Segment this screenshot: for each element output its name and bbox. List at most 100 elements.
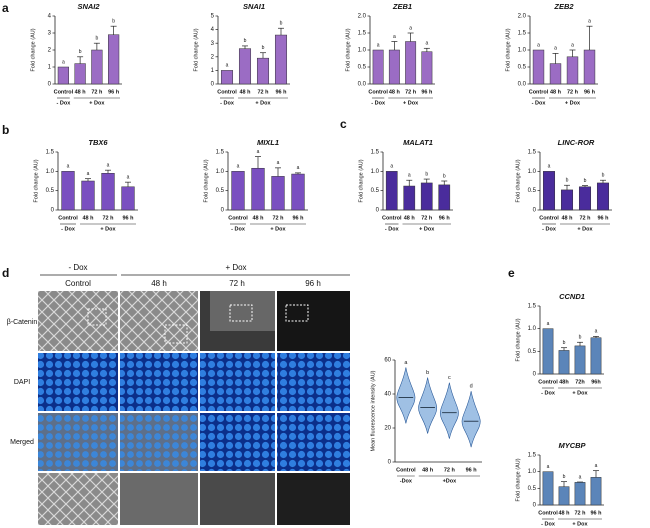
significance-letter: a <box>107 163 110 169</box>
bar <box>274 34 288 85</box>
y-tick-label: 20 <box>384 426 391 432</box>
x-tick-label: Control <box>538 510 558 516</box>
y-tick-label: 0.0 <box>358 82 367 88</box>
x-tick-label: Control <box>539 215 559 221</box>
inset-box <box>229 304 253 322</box>
y-tick-label: 0 <box>48 82 52 88</box>
x-tick-label: 96h <box>591 379 601 385</box>
y-tick-label: 1.5 <box>358 31 367 37</box>
y-tick-label: 1.5 <box>216 150 225 156</box>
bar <box>421 51 433 85</box>
bar <box>542 471 554 506</box>
x-tick-label: 96 h <box>466 467 478 473</box>
group-label: - Dox <box>542 226 557 232</box>
y-axis-label: Mean fluorescence intensity (AU) <box>370 370 376 451</box>
y-tick-label: 2 <box>48 48 52 54</box>
x-tick-label: 96 h <box>584 89 596 95</box>
y-axis-label: Fold change (AU) <box>345 28 351 71</box>
error-bar <box>242 45 248 49</box>
bar <box>108 34 120 85</box>
x-tick-label: 48h <box>559 379 569 385</box>
chart-title: LINC-ROR <box>558 138 595 147</box>
bar <box>256 57 270 85</box>
chart-title: MYCBP <box>558 441 586 450</box>
bar <box>251 167 265 211</box>
significance-letter: b <box>95 36 98 42</box>
inset-box <box>164 324 188 344</box>
y-tick-label: 1 <box>48 65 52 71</box>
significance-letter: a <box>547 464 550 470</box>
significance-letter: a <box>237 164 240 170</box>
x-tick-label: Control <box>368 89 388 95</box>
significance-letter: a <box>87 171 90 177</box>
y-tick-label: 40 <box>384 392 391 398</box>
inset-box <box>87 308 107 326</box>
image <box>277 291 350 351</box>
y-tick-label: 0 <box>533 208 537 214</box>
y-tick-label: 0 <box>211 82 215 88</box>
significance-letter: b <box>112 19 115 25</box>
significance-letter: b <box>262 45 265 51</box>
x-tick-label: 48 h <box>389 89 401 95</box>
x-tick-label: 72 h <box>567 89 579 95</box>
image <box>200 473 275 525</box>
x-tick-label: Control <box>529 89 549 95</box>
group-label: + Dox <box>403 100 419 106</box>
error-bar <box>295 172 301 175</box>
y-axis-label: Fold change (AU) <box>203 159 209 202</box>
error-bar <box>561 481 567 487</box>
x-tick-label: 48 h <box>404 215 416 221</box>
error-bar <box>593 336 599 338</box>
significance-letter: a <box>571 42 574 48</box>
bar <box>91 49 103 85</box>
error-bar <box>569 49 576 57</box>
y-tick-label: 0.5 <box>528 486 537 492</box>
bar <box>420 182 433 211</box>
y-tick-label: 0 <box>533 503 537 509</box>
column-header: Control <box>65 279 91 288</box>
x-tick-label: 72 h <box>91 89 103 95</box>
violin <box>396 367 416 424</box>
group-label: - Dox <box>220 100 235 106</box>
y-tick-label: 1.0 <box>518 48 527 54</box>
bar <box>81 180 95 211</box>
y-tick-label: 2 <box>211 54 215 60</box>
chart-title: MALAT1 <box>403 138 433 147</box>
y-tick-label: 0 <box>221 208 225 214</box>
significance-letter: a <box>390 164 393 170</box>
significance-letter: b <box>602 173 605 179</box>
error-bar <box>407 32 414 42</box>
x-tick-label: Control <box>538 379 558 385</box>
significance-letter: a <box>62 59 65 65</box>
y-tick-label: 4 <box>211 27 215 33</box>
significance-letter: d <box>470 384 473 390</box>
x-tick-label: 96 h <box>108 89 120 95</box>
image-grid <box>38 291 350 525</box>
bar <box>590 337 602 375</box>
error-bar <box>406 179 413 187</box>
group-label: + Dox <box>419 226 435 232</box>
y-tick-label: 1.0 <box>46 169 55 175</box>
error-bar <box>391 41 398 50</box>
x-tick-label: 72 h <box>405 89 417 95</box>
group-label: + Dox <box>572 390 588 396</box>
significance-letter: a <box>547 321 550 327</box>
bar <box>291 173 305 211</box>
significance-letter: b <box>443 173 446 179</box>
error-bar <box>586 25 593 50</box>
x-tick-label: 72 h <box>421 215 433 221</box>
x-tick-label: 48 h <box>561 215 573 221</box>
inset-box <box>285 304 309 322</box>
error-bar <box>255 156 261 169</box>
significance-letter: b <box>425 171 428 177</box>
x-tick-label: Control <box>217 89 237 95</box>
panel-label: e <box>508 266 515 280</box>
panel-label: b <box>2 123 9 137</box>
chart-title: SNAI1 <box>243 2 265 11</box>
x-tick-label: 96 h <box>122 215 134 221</box>
significance-letter: b <box>563 474 566 480</box>
row-label: DAPI <box>14 379 30 386</box>
group-label: - Dox <box>541 390 556 396</box>
group-label: - Dox <box>541 521 556 527</box>
row-label: Merged <box>10 439 34 446</box>
